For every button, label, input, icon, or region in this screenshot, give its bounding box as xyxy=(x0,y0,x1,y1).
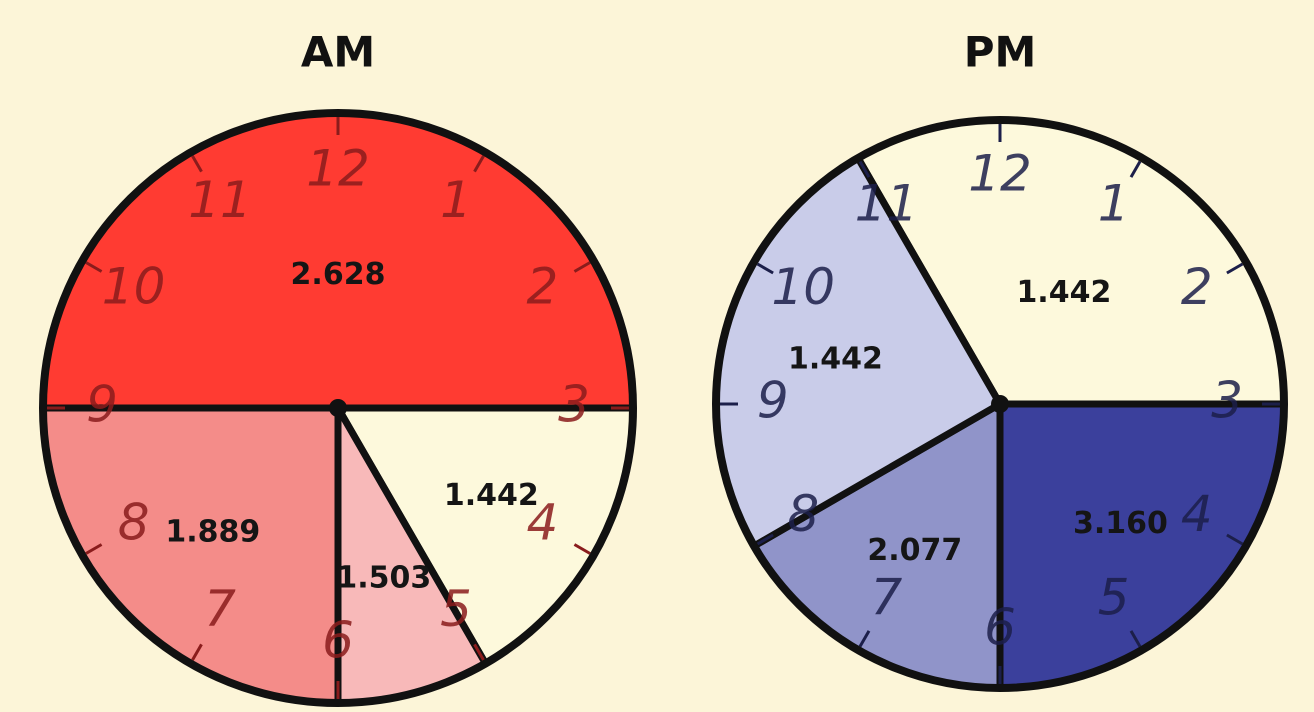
hour-numeral: 5 xyxy=(1098,568,1130,626)
pie-outline xyxy=(39,109,637,707)
hour-tick xyxy=(473,643,485,661)
hour-tick xyxy=(858,630,871,648)
value-label: 1.442 xyxy=(788,341,883,376)
pie-outline xyxy=(712,116,1288,692)
hour-tick xyxy=(1226,262,1244,275)
hour-tick xyxy=(85,543,103,555)
hour-numeral: 11 xyxy=(855,175,919,233)
hour-tick xyxy=(756,262,774,275)
hour-numeral: 11 xyxy=(188,171,252,229)
hour-numeral: 6 xyxy=(322,612,354,670)
hour-numeral: 1 xyxy=(1098,175,1130,233)
hour-numeral: 7 xyxy=(204,580,236,638)
hour-tick xyxy=(573,543,591,555)
hour-numeral: 10 xyxy=(102,258,166,316)
hour-numeral: 2 xyxy=(1181,258,1213,316)
hour-tick xyxy=(1129,630,1142,648)
hour-numeral: 8 xyxy=(118,494,150,552)
hour-numeral: 4 xyxy=(1181,485,1213,543)
hour-tick xyxy=(573,261,591,273)
hour-numeral: 8 xyxy=(787,485,819,543)
hour-numeral: 5 xyxy=(440,580,472,638)
hour-numeral: 1 xyxy=(440,171,472,229)
hour-numeral: 4 xyxy=(526,494,558,552)
hour-numeral: 7 xyxy=(870,568,902,626)
hour-tick xyxy=(756,533,774,546)
hour-tick xyxy=(85,261,103,273)
hour-tick xyxy=(473,155,485,173)
hour-numeral: 12 xyxy=(968,144,1032,202)
hour-numeral: 12 xyxy=(306,140,370,198)
hour-tick xyxy=(858,160,871,178)
hour-numeral: 6 xyxy=(984,599,1016,657)
value-label: 2.628 xyxy=(291,257,386,292)
value-label: 1.503 xyxy=(336,560,431,595)
hour-tick xyxy=(1129,160,1142,178)
pie-center xyxy=(991,395,1009,413)
hour-tick xyxy=(191,155,203,173)
hour-numeral: 3 xyxy=(1211,372,1243,430)
hour-numeral: 3 xyxy=(558,376,590,434)
hour-numeral: 2 xyxy=(526,258,558,316)
value-label: 2.077 xyxy=(867,533,962,568)
value-label: 3.160 xyxy=(1073,506,1168,541)
hour-numeral: 10 xyxy=(771,258,835,316)
value-label: 1.889 xyxy=(165,515,260,550)
hour-numeral: 9 xyxy=(757,372,789,430)
hour-numeral: 9 xyxy=(86,376,118,434)
chart-title: AM xyxy=(301,28,375,77)
chart-title: PM xyxy=(964,28,1037,77)
value-label: 1.442 xyxy=(1016,275,1111,310)
pie-center xyxy=(329,399,347,417)
value-label: 1.442 xyxy=(444,478,539,513)
hour-tick xyxy=(1226,533,1244,546)
hour-tick xyxy=(191,643,203,661)
